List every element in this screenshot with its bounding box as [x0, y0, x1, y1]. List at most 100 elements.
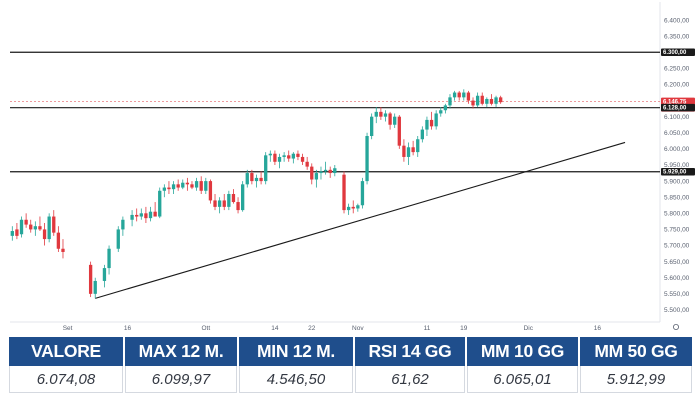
- candle-body: [374, 111, 378, 117]
- candle-body: [88, 264, 93, 294]
- candle-body: [448, 97, 452, 106]
- price-chart: 6.400,00 6.350,00 6.300,00 6.250,00 6.200,00…: [10, 2, 695, 332]
- candle-body: [402, 145, 406, 157]
- settings-icon: [673, 323, 680, 330]
- stat-valore: VALORE 6.074,08: [9, 337, 125, 394]
- x-tick-label: 19: [460, 325, 468, 332]
- x-tick-label: Nov: [352, 325, 364, 332]
- candle-body: [443, 105, 448, 111]
- y-tick-label: 6.000,00: [664, 146, 690, 153]
- candle-body: [452, 92, 457, 98]
- candle-body: [388, 113, 392, 125]
- candle-body: [93, 280, 97, 294]
- candle-body: [135, 214, 139, 217]
- candle-body: [370, 116, 374, 137]
- candle-body: [319, 171, 323, 174]
- candle-body: [116, 229, 120, 249]
- y-tick-label: 5.850,00: [664, 194, 690, 201]
- stat-value: 6.074,08: [9, 366, 123, 393]
- y-tick-label: 6.200,00: [664, 82, 690, 89]
- candle-body: [264, 155, 268, 182]
- candle-body: [231, 193, 236, 203]
- candle-body: [273, 153, 277, 162]
- candle-body: [462, 92, 466, 98]
- candle-body: [241, 184, 245, 211]
- candle-body: [139, 213, 143, 217]
- stat-header: MM 50 GG: [580, 337, 692, 366]
- y-tick-label: 5.500,00: [664, 307, 690, 314]
- y-tick-label: 5.750,00: [664, 227, 690, 234]
- stat-mm-50: MM 50 GG 5.912,99: [580, 337, 692, 394]
- candle-body: [393, 116, 397, 125]
- candle-body: [121, 219, 125, 230]
- candle-body: [42, 229, 47, 240]
- price-level-label: 6.300,00: [663, 50, 687, 56]
- y-tick-label: 5.900,00: [664, 178, 690, 185]
- stat-value: 5.912,99: [580, 366, 692, 393]
- stat-value: 6.099,97: [125, 366, 237, 393]
- candle-body: [148, 211, 153, 219]
- candle-body: [181, 182, 185, 188]
- candle-body: [162, 187, 166, 191]
- y-tick-label: 5.650,00: [664, 259, 690, 266]
- candle-body: [24, 219, 28, 225]
- candle-body: [475, 95, 480, 106]
- candle-body: [254, 177, 259, 182]
- stat-header: MIN 12 M.: [239, 337, 355, 366]
- candle-body: [411, 147, 415, 153]
- candlestick-chart-svg: 6.400,00 6.350,00 6.300,00 6.250,00 6.200,00…: [10, 2, 695, 332]
- candle-body: [245, 173, 249, 185]
- candle-body: [379, 111, 383, 117]
- candle-body: [342, 174, 346, 211]
- trendline: [95, 141, 626, 299]
- y-tick-label: 6.350,00: [664, 33, 690, 40]
- price-level-label: 5.929,00: [663, 170, 687, 176]
- y-tick-label: 5.700,00: [664, 243, 690, 250]
- candle-body: [176, 184, 180, 188]
- candle-body: [291, 153, 295, 159]
- x-tick-label: 14: [271, 325, 279, 332]
- candle-body: [268, 153, 272, 156]
- candle-body: [217, 200, 222, 207]
- candle-body: [406, 147, 411, 157]
- candle-body: [236, 202, 240, 211]
- candle-body: [485, 98, 489, 104]
- y-tick-label: 6.050,00: [664, 130, 690, 137]
- candle-body: [416, 139, 420, 153]
- candle-body: [15, 229, 19, 236]
- price-level-badge: [661, 168, 695, 176]
- candle-body: [277, 156, 282, 162]
- stat-value: 4.546,50: [239, 366, 353, 393]
- x-tick-label: 22: [308, 325, 316, 332]
- stat-rsi-14: RSI 14 GG 61,62: [355, 337, 467, 394]
- stat-header: MAX 12 M.: [125, 337, 239, 366]
- candle-body: [171, 184, 176, 190]
- candle-body: [167, 187, 171, 190]
- candle-body: [499, 97, 503, 103]
- stat-max-12m: MAX 12 M. 6.099,97: [125, 337, 239, 394]
- candle-body: [61, 248, 65, 252]
- candle-body: [310, 166, 314, 180]
- candle-body: [305, 161, 309, 167]
- candle-body: [333, 168, 337, 174]
- price-level-label: 6.146,75: [663, 99, 687, 105]
- candle-body: [33, 226, 37, 230]
- candle-body: [190, 184, 194, 188]
- y-tick-label: 6.400,00: [664, 17, 690, 24]
- candle-body: [56, 232, 61, 249]
- candle-body: [328, 169, 332, 174]
- candle-body: [208, 181, 213, 201]
- candle-body: [300, 156, 305, 162]
- candle-body: [19, 219, 24, 235]
- candle-body: [351, 206, 355, 209]
- candle-body: [213, 200, 217, 207]
- x-tick-label: Dic: [524, 325, 534, 332]
- candle-body: [365, 136, 369, 182]
- candle-body: [102, 268, 107, 281]
- x-tick-label: Ott: [201, 325, 210, 332]
- stat-header: MM 10 GG: [467, 337, 580, 366]
- candle-body: [222, 200, 226, 207]
- candle-body: [429, 119, 434, 127]
- stat-value: 61,62: [355, 366, 465, 393]
- candle-body: [383, 113, 388, 117]
